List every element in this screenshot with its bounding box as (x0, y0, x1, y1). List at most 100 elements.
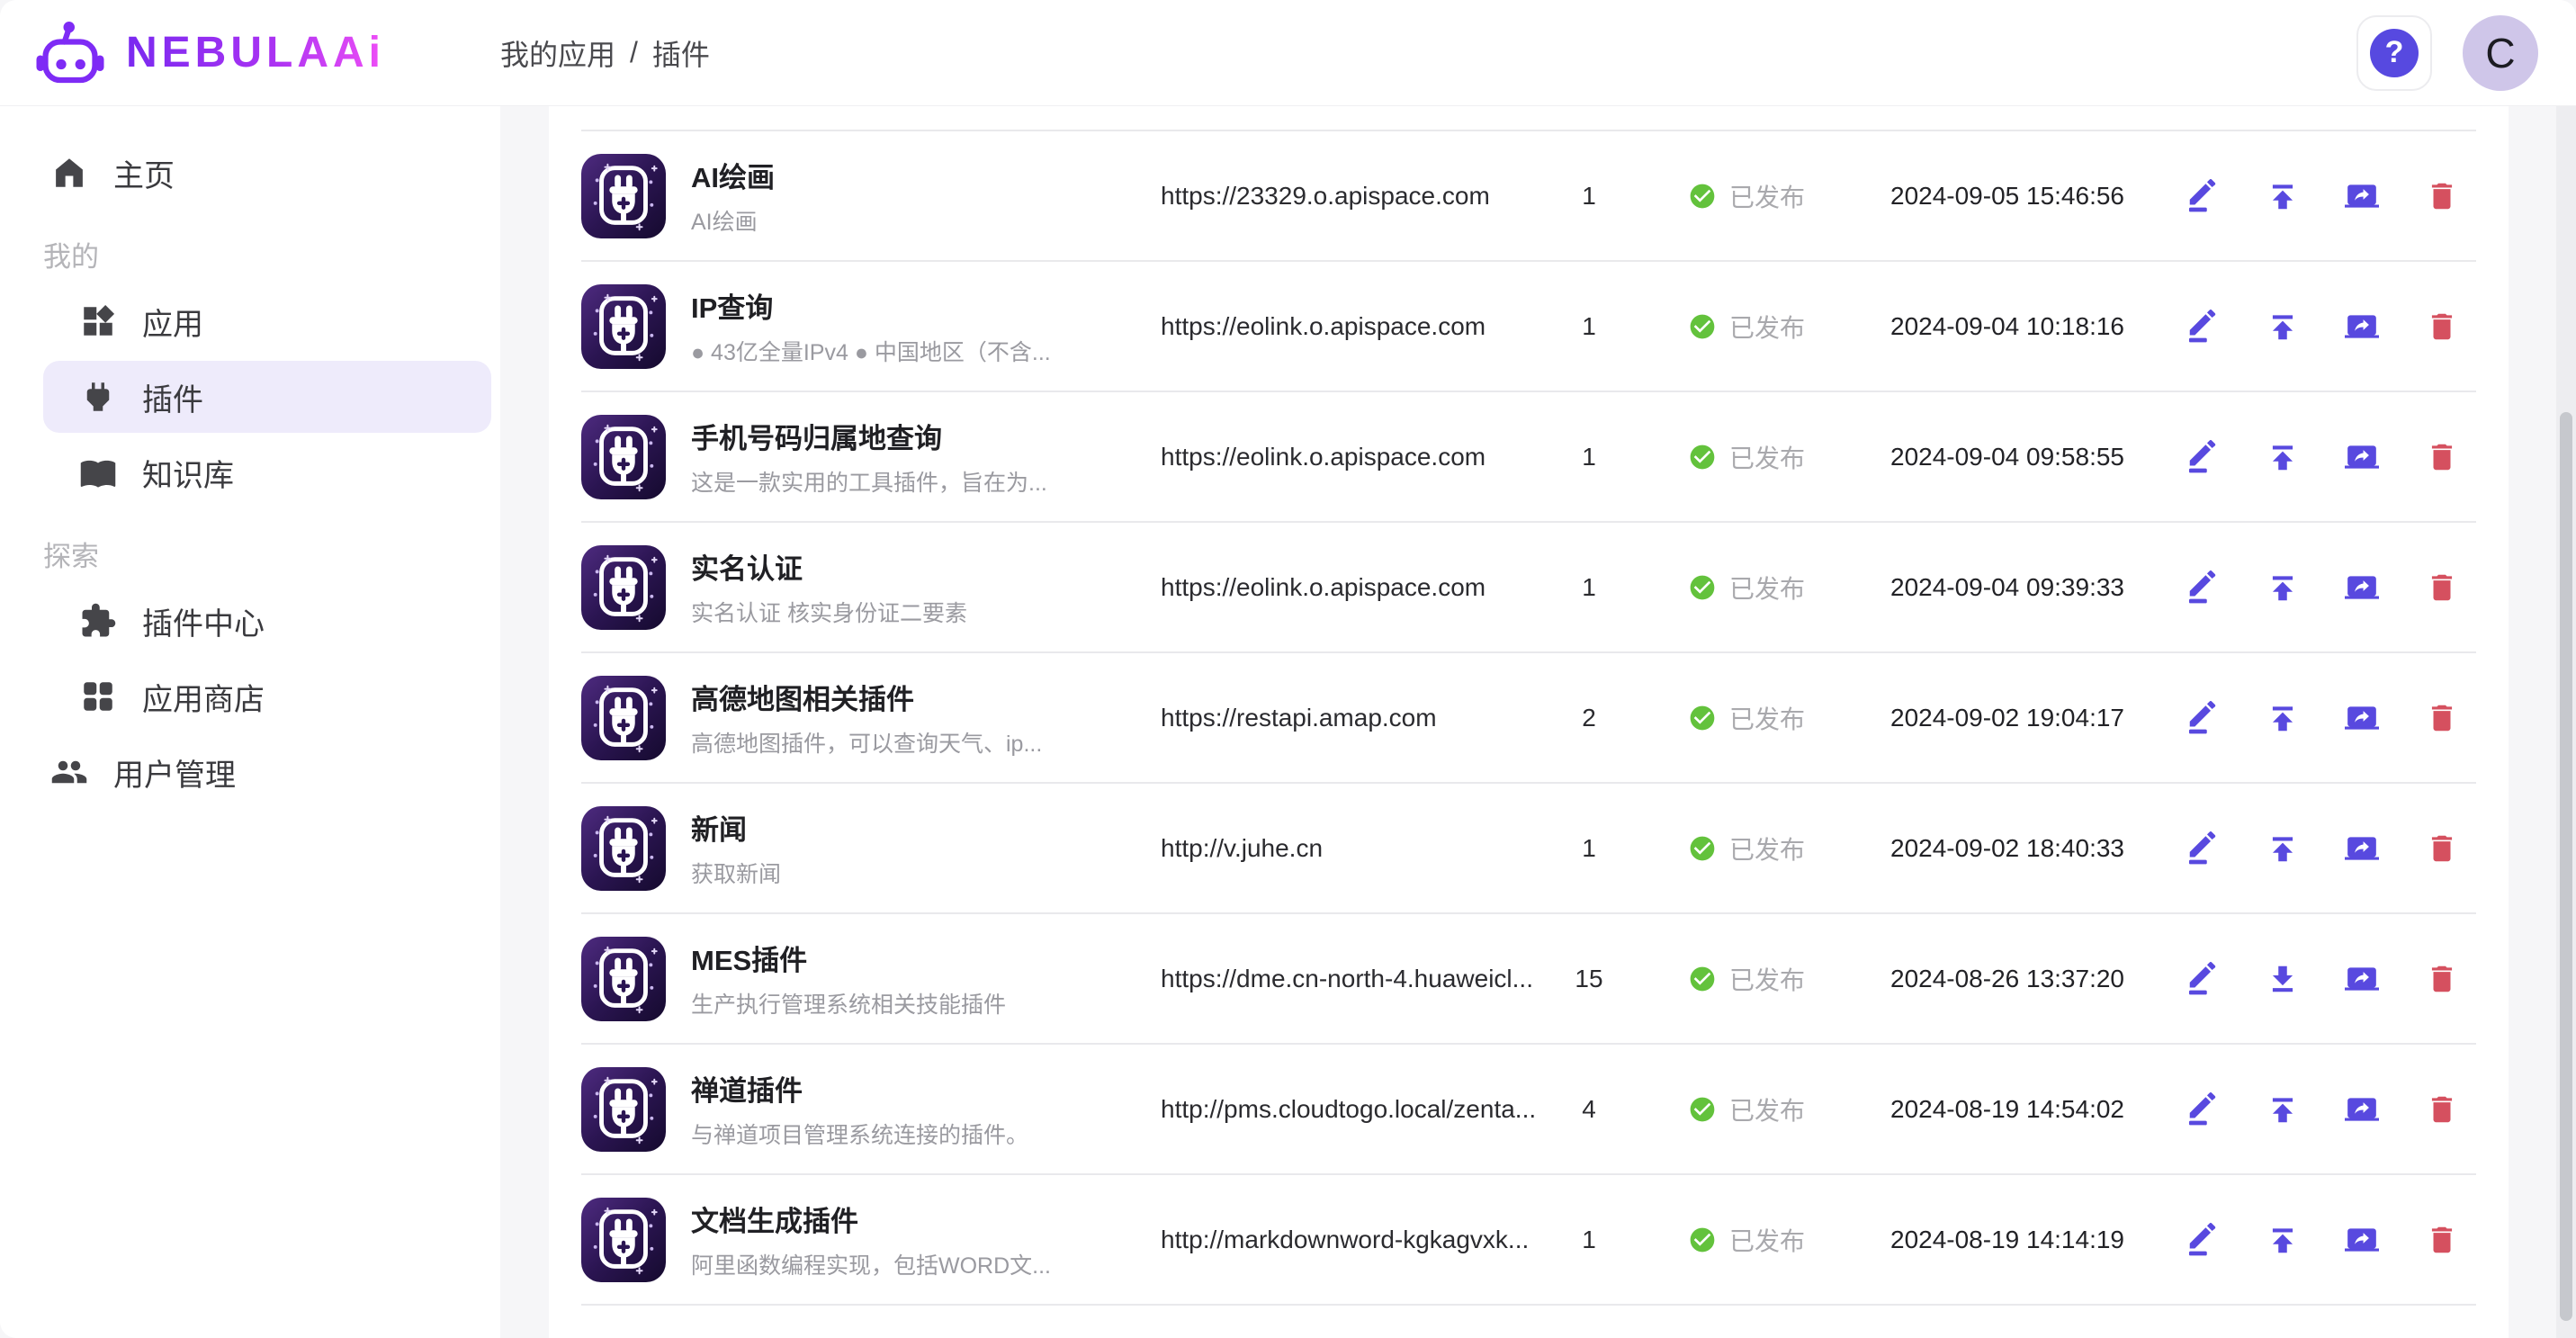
trash-icon (2431, 705, 2453, 731)
delete-button[interactable] (2422, 568, 2462, 607)
upload-button[interactable] (2263, 1220, 2302, 1260)
row-actions (2156, 176, 2476, 216)
table-row: 手机号码归属地查询 这是一款实用的工具插件，旨在为... https://eol… (581, 392, 2476, 523)
status-check-icon (1690, 836, 1715, 860)
breadcrumb-parent[interactable]: 我的应用 (500, 38, 616, 71)
plugin-tile-icon (581, 1197, 666, 1282)
plugin-tile-icon (581, 805, 666, 891)
plugin-updated-at: 2024-08-19 14:54:02 (1890, 1094, 2124, 1123)
plugin-name: MES插件 (691, 945, 808, 976)
delete-button[interactable] (2422, 829, 2462, 868)
screen-share-button[interactable] (2342, 307, 2382, 346)
plugin-name: IP查询 (691, 292, 774, 324)
row-actions (2156, 1090, 2476, 1129)
screen-share-button[interactable] (2342, 568, 2382, 607)
sidebar-item-plugins[interactable]: 插件 (43, 361, 491, 433)
sidebar-item-user-management[interactable]: 用户管理 (0, 736, 491, 808)
plugin-tool-count: 1 (1582, 181, 1596, 210)
screen-share-button[interactable] (2342, 437, 2382, 477)
content-card: AI绘画 AI绘画 https://23329.o.apispace.com 1… (549, 106, 2509, 1338)
user-avatar[interactable]: C (2463, 14, 2538, 91)
plugin-tile-icon (581, 414, 666, 499)
edit-button[interactable] (2183, 959, 2222, 999)
download-icon (2272, 965, 2293, 992)
table-row: 文档生成插件 阿里函数编程实现，包括WORD文... http://markdo… (581, 1175, 2476, 1306)
plugin-updated-at: 2024-09-02 18:40:33 (1890, 833, 2124, 862)
screen-share-icon (2345, 445, 2380, 469)
plugin-tool-count: 15 (1575, 964, 1603, 992)
upload-button[interactable] (2263, 568, 2302, 607)
help-button[interactable]: ? (2356, 14, 2432, 91)
breadcrumb-current: 插件 (651, 38, 710, 71)
plugin-description: ● 43亿全量IPv4 ● 中国地区（不含... (691, 340, 1051, 365)
sidebar-item-label: 应用 (142, 307, 203, 342)
edit-button[interactable] (2183, 437, 2222, 477)
plugin-tool-count: 1 (1582, 442, 1596, 471)
screen-share-button[interactable] (2342, 829, 2382, 868)
scrollbar-thumb[interactable] (2560, 412, 2572, 1321)
plugin-status-badge: 已发布 (1634, 439, 1859, 475)
trash-icon (2431, 183, 2453, 209)
sidebar-item-apps[interactable]: 应用 (0, 285, 491, 357)
screen-share-button[interactable] (2342, 176, 2382, 216)
delete-button[interactable] (2422, 437, 2462, 477)
edit-icon (2188, 178, 2216, 211)
delete-button[interactable] (2422, 1220, 2462, 1260)
edit-icon (2188, 700, 2216, 733)
upload-icon (2272, 1097, 2293, 1122)
screen-share-icon (2345, 705, 2380, 730)
edit-button[interactable] (2183, 1220, 2222, 1260)
sidebar-item-knowledge-base[interactable]: 知识库 (0, 436, 491, 508)
status-check-icon (1690, 1227, 1715, 1252)
screen-share-button[interactable] (2342, 959, 2382, 999)
upload-icon (2272, 575, 2293, 600)
plugin-name: 手机号码归属地查询 (691, 423, 942, 454)
upload-icon (2272, 314, 2293, 339)
plugin-description: 这是一款实用的工具插件，旨在为... (691, 471, 1047, 496)
book-icon (80, 460, 116, 488)
edit-button[interactable] (2183, 829, 2222, 868)
screen-share-button[interactable] (2342, 1090, 2382, 1129)
breadcrumb-separator: / (630, 36, 638, 68)
plugin-updated-at: 2024-09-02 19:04:17 (1890, 703, 2124, 732)
sidebar-item-plugin-center[interactable]: 插件中心 (0, 585, 491, 657)
brand-logo[interactable]: NEBULAAi (0, 17, 500, 89)
sidebar-item-label: 应用商店 (142, 682, 265, 717)
delete-button[interactable] (2422, 307, 2462, 346)
screen-share-button[interactable] (2342, 698, 2382, 738)
plugin-name: AI绘画 (691, 162, 775, 193)
screen-share-button[interactable] (2342, 1220, 2382, 1260)
table-row: MES插件 生产执行管理系统相关技能插件 https://dme.cn-nort… (581, 914, 2476, 1045)
upload-button[interactable] (2263, 176, 2302, 216)
upload-button[interactable] (2263, 437, 2302, 477)
status-label: 已发布 (1728, 1096, 1805, 1125)
upload-button[interactable] (2263, 698, 2302, 738)
upload-button[interactable] (2263, 1090, 2302, 1129)
sidebar-nav: 主页 我的 应用 插件 知识库 探索 插件中心 应用商店 用户管理 (0, 137, 500, 808)
upload-button[interactable] (2263, 307, 2302, 346)
sidebar-item-label: 插件中心 (142, 606, 265, 642)
delete-button[interactable] (2422, 1090, 2462, 1129)
edit-icon (2188, 831, 2216, 864)
status-label: 已发布 (1728, 444, 1805, 472)
upload-button[interactable] (2263, 829, 2302, 868)
edit-button[interactable] (2183, 568, 2222, 607)
delete-button[interactable] (2422, 698, 2462, 738)
table-row: 高德地图相关插件 高德地图插件，可以查询天气、ip... https://res… (581, 653, 2476, 784)
plugin-tile-icon (581, 1066, 666, 1152)
edit-button[interactable] (2183, 1090, 2222, 1129)
delete-button[interactable] (2422, 176, 2462, 216)
plugin-description: 实名认证 核实身份证二要素 (691, 601, 967, 626)
sidebar-item-home[interactable]: 主页 (0, 137, 491, 209)
sidebar: 主页 我的 应用 插件 知识库 探索 插件中心 应用商店 用户管理 (0, 106, 500, 1338)
table-row: 新闻 获取新闻 http://v.juhe.cn 1 已发布 2024-09-0… (581, 784, 2476, 914)
delete-button[interactable] (2422, 959, 2462, 999)
edit-button[interactable] (2183, 176, 2222, 216)
sidebar-item-app-store[interactable]: 应用商店 (0, 660, 491, 732)
scrollbar-track[interactable] (2556, 106, 2576, 1338)
edit-button[interactable] (2183, 698, 2222, 738)
edit-button[interactable] (2183, 307, 2222, 346)
upload-icon (2272, 445, 2293, 470)
edit-icon (2188, 570, 2216, 603)
download-button[interactable] (2263, 959, 2302, 999)
